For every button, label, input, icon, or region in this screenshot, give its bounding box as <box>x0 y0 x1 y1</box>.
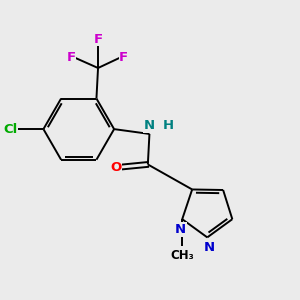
Text: F: F <box>119 51 128 64</box>
Text: N: N <box>175 223 186 236</box>
Text: N: N <box>203 241 214 254</box>
Text: O: O <box>110 160 121 173</box>
Text: CH₃: CH₃ <box>170 249 194 262</box>
Text: F: F <box>67 51 76 64</box>
Text: Cl: Cl <box>3 123 17 136</box>
Text: H: H <box>163 119 174 132</box>
Text: F: F <box>94 33 103 46</box>
Text: N: N <box>144 119 155 132</box>
